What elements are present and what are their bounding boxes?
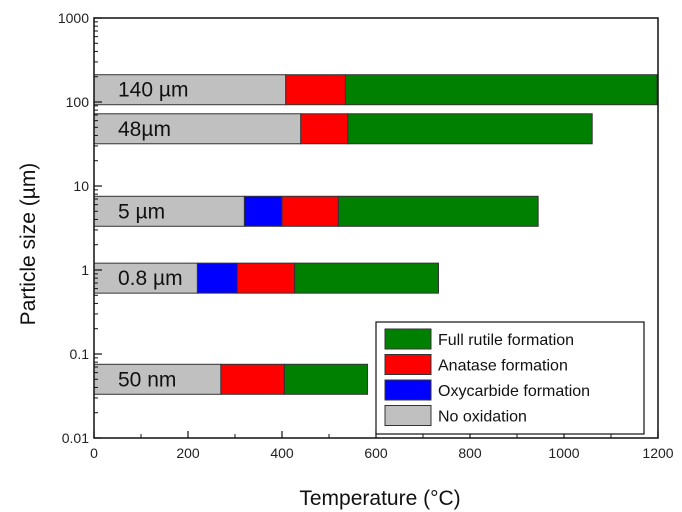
- y-tick-label: 0.1: [70, 346, 90, 362]
- x-axis-title: Temperature (°C): [299, 487, 460, 510]
- axes-layer: 0 200 400 600 800 1000 1200 0.01 0.1 1 10 100 1000: [58, 10, 674, 461]
- bar-label: 0.8 µm: [118, 267, 183, 290]
- bar-segment: [294, 262, 440, 294]
- y-tick-label: 1: [81, 262, 89, 278]
- legend-swatch: [384, 405, 432, 426]
- bar-segment: [300, 113, 349, 145]
- bar-segment: [236, 262, 296, 294]
- bar-segment: [196, 262, 238, 294]
- bars-layer: 140 µm 48µm 5 µm 0.8 µm 50 nm: [93, 74, 658, 395]
- bar-segment: [281, 195, 339, 227]
- bar-segment: [243, 195, 283, 227]
- y-tick-label: 1000: [58, 10, 89, 26]
- x-tick-label: 1000: [548, 445, 579, 461]
- y-tick-label: 10: [73, 178, 89, 194]
- x-tick-label: 800: [458, 445, 482, 461]
- bar-segment: [93, 195, 245, 227]
- bar-segment: [337, 195, 539, 227]
- y-axis-title: Particle size (µm): [17, 163, 40, 326]
- bar-segment: [93, 74, 287, 106]
- legend-label: Anatase formation: [438, 358, 568, 375]
- bar-segment: [344, 74, 658, 106]
- bar-label: 50 nm: [118, 368, 176, 391]
- legend-swatch: [384, 354, 432, 375]
- bar-segment: [347, 113, 593, 145]
- y-tick-label: 0.01: [62, 430, 89, 446]
- legend-swatch: [384, 379, 432, 401]
- x-tick-label: 1200: [642, 445, 673, 461]
- legend-label: Oxycarbide formation: [438, 383, 590, 400]
- legend: Full rutile formation Anatase formation Ox…: [375, 321, 645, 435]
- legend-label: No oxidation: [438, 409, 527, 426]
- bar-segment: [220, 363, 285, 395]
- bar-segment: [93, 262, 198, 294]
- bar-segment: [283, 363, 369, 395]
- x-tick-label: 600: [364, 445, 388, 461]
- x-tick-label: 200: [176, 445, 200, 461]
- legend-label: Full rutile formation: [438, 332, 574, 349]
- y-tick-label: 100: [66, 94, 90, 110]
- x-tick-label: 0: [90, 445, 98, 461]
- bar-segment: [285, 74, 346, 106]
- bar-segment: [93, 363, 222, 395]
- legend-swatch: [384, 328, 432, 350]
- bar-label: 48µm: [118, 118, 171, 141]
- bar-label: 140 µm: [118, 79, 188, 102]
- bar-label: 5 µm: [118, 200, 165, 223]
- x-tick-label: 400: [270, 445, 294, 461]
